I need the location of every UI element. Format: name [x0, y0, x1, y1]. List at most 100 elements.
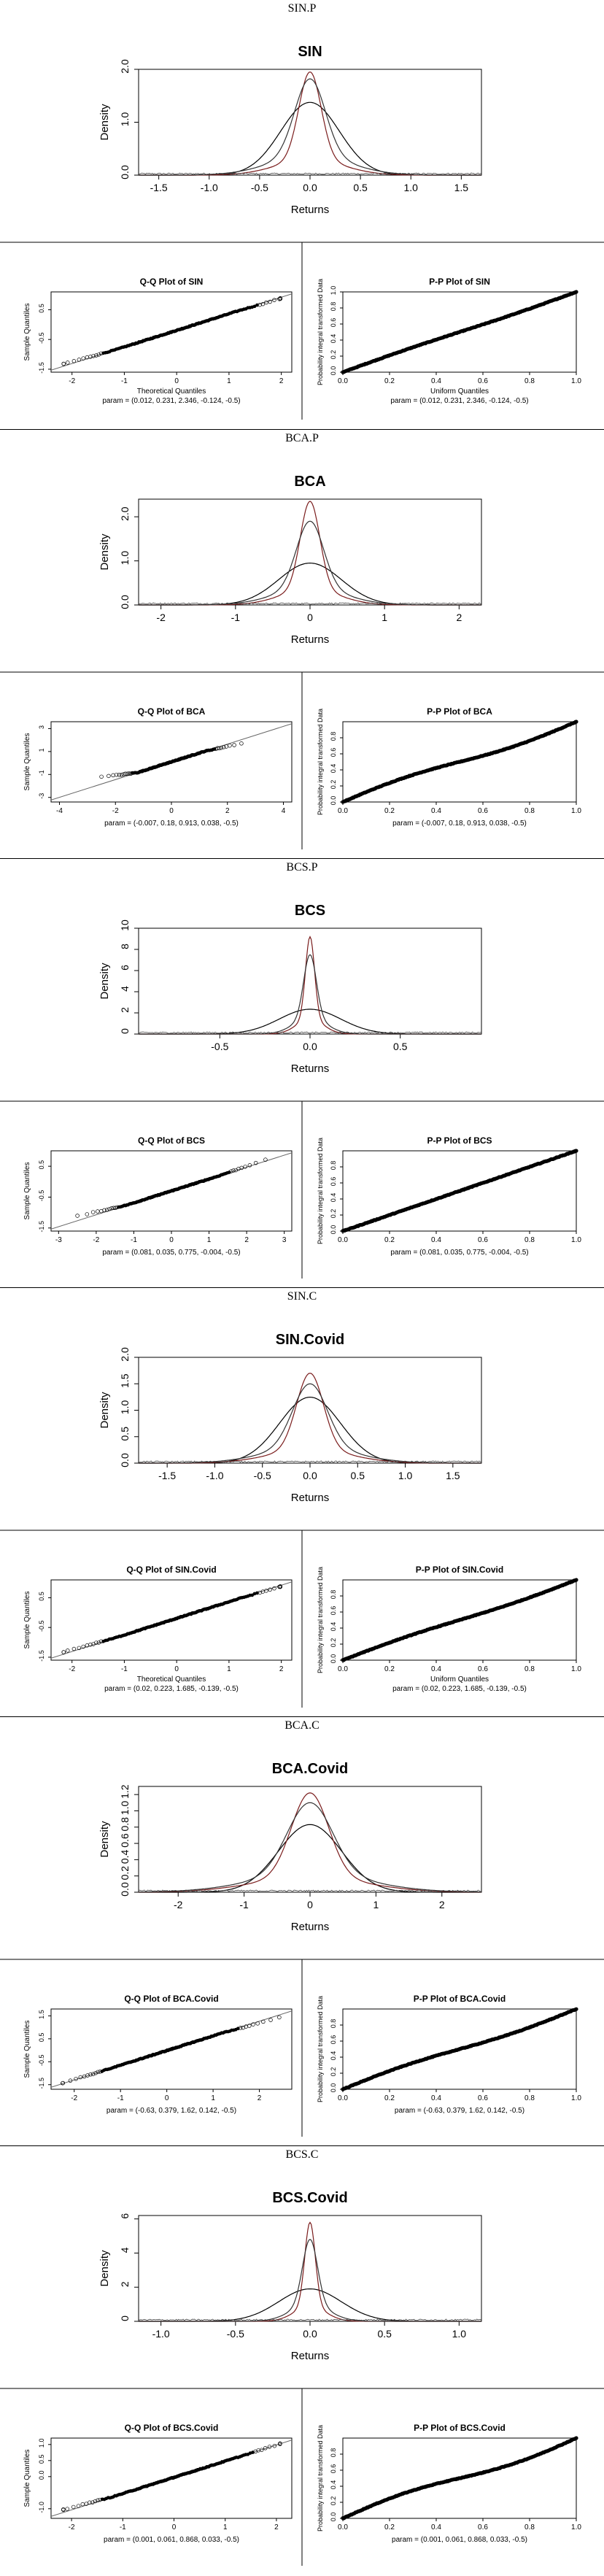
section-charts: BCA.Covid-2 -1 0 1 20.00.20.40.60.81.01.2Ret… — [0, 1761, 604, 2137]
qq-point — [90, 2072, 96, 2076]
x-tick-label: 0.8 — [524, 807, 535, 815]
x-tick-label: 1.5 — [446, 1470, 460, 1481]
qq-point — [78, 2075, 83, 2080]
density-xlabel: Returns — [291, 1063, 330, 1075]
qq-xlabel: Theoretical Quantiles — [137, 387, 206, 396]
x-tick-label: 0.5 — [377, 2328, 392, 2340]
y-tick-label: 0.0 — [330, 366, 337, 376]
qq-point — [88, 2072, 93, 2077]
x-tick-label: -1.5 — [150, 182, 168, 193]
empirical-density-line — [139, 2238, 481, 2322]
y-tick-label: 0.2 — [330, 2067, 337, 2077]
y-tick-label: 0.2 — [119, 1866, 131, 1881]
x-tick-label: 1 — [373, 1899, 379, 1910]
qq-point — [272, 1586, 276, 1591]
y-tick-label: 0.2 — [330, 2496, 337, 2506]
fitted-density-line — [139, 2221, 481, 2322]
qq-point — [99, 774, 104, 779]
pp-plot-frame — [342, 1579, 577, 1661]
density-xlabel: Returns — [291, 204, 330, 216]
x-tick-label: 0.8 — [524, 377, 535, 385]
pp-point — [574, 1149, 578, 1153]
y-tick-label: 2 — [119, 1007, 131, 1013]
x-tick-label: 0.8 — [524, 1665, 535, 1673]
x-tick-label: 1.0 — [571, 2094, 581, 2102]
qq-points-group — [51, 2010, 292, 2088]
x-tick-label: 0 — [307, 612, 313, 623]
x-tick-label: 0 — [172, 2523, 177, 2531]
qq-point — [263, 2446, 268, 2450]
y-tick-label: 0.0 — [119, 1882, 131, 1897]
y-tick-label: 0.4 — [330, 1193, 337, 1203]
y-tick-label: 6 — [119, 2213, 131, 2219]
y-tick-label: 0.5 — [38, 1592, 45, 1601]
pp-ylabel: Probability integral transformed Data — [317, 2425, 324, 2531]
pp-plot-frame — [342, 721, 577, 803]
qq-point — [61, 2081, 66, 2086]
qq-point — [75, 1214, 80, 1218]
section-sin-p: SIN.P SIN -1.5 -1.0 -0.5 0.0 0.5 1.0 1.5 0.0 1.0 2.… — [0, 0, 604, 429]
pp-plot-frame — [342, 1150, 577, 1232]
qq-point — [278, 2442, 282, 2446]
x-tick-label: -1 — [121, 1665, 128, 1673]
qq-plot-frame — [50, 291, 293, 373]
density-ylabel: Density — [98, 963, 111, 1000]
x-tick-label: -1 — [121, 377, 128, 385]
qq-point — [227, 1171, 231, 1174]
density-plot-frame — [138, 928, 482, 1035]
qq-point — [94, 353, 98, 358]
pp-ylabel: Probability integral transformed Data — [317, 1996, 324, 2102]
qq-point — [251, 2022, 255, 2027]
y-tick-label: -1.5 — [38, 2078, 45, 2089]
qq-point — [278, 1584, 282, 1589]
x-tick-label: 0.0 — [338, 2094, 348, 2102]
pp-ylabel: Probability integral transformed Data — [317, 279, 324, 385]
y-tick-label: 0.2 — [330, 780, 337, 790]
y-tick-label: 0.0 — [330, 2513, 337, 2522]
qq-point — [96, 2070, 100, 2075]
x-tick-label: 1.0 — [571, 807, 581, 815]
x-tick-label: 0.0 — [303, 1041, 317, 1052]
qq-point — [96, 1209, 100, 1214]
section-charts: SIN.Covid -1.5 -1.0 -0.5 0.0 0.5 1.0 1.5 0.0 0.5 1… — [0, 1332, 604, 1708]
qq-point — [84, 2502, 89, 2506]
qq-point — [117, 773, 122, 777]
qq-point — [126, 771, 131, 776]
fitted-density-line — [139, 71, 481, 176]
pp-point — [574, 2436, 578, 2440]
y-tick-label: 3 — [38, 725, 45, 729]
x-tick-label: 0 — [307, 1899, 313, 1910]
normal-density-line — [139, 2288, 481, 2322]
y-tick-label: 4 — [119, 986, 131, 992]
pp-title: P-P Plot of BCA.Covid — [414, 1994, 506, 2004]
qq-point — [107, 1206, 112, 1211]
x-tick-label: 0.2 — [384, 377, 395, 385]
qq-point — [114, 772, 119, 777]
qq-point — [96, 352, 101, 357]
qq-param: param = (0.081, 0.035, 0.775, -0.004, -0… — [102, 1249, 240, 1257]
qq-point — [267, 2445, 272, 2449]
fitted-density-line — [139, 1373, 481, 1464]
pp-title: P-P Plot of SIN.Covid — [416, 1565, 503, 1575]
baseline-noise-line — [138, 2318, 482, 2321]
y-tick-label: 0.8 — [330, 1590, 337, 1600]
x-tick-label: 0.0 — [338, 807, 348, 815]
qq-point — [76, 2504, 81, 2508]
qq-point — [96, 2498, 100, 2503]
density-xlabel: Returns — [291, 633, 330, 646]
pp-ylabel: Probability integral transformed Data — [317, 709, 324, 815]
qq-point — [247, 1163, 252, 1168]
y-tick-label: 0 — [119, 1028, 131, 1034]
qq-title: Q-Q Plot of SIN.Covid — [126, 1565, 216, 1575]
qq-point — [264, 1589, 268, 1593]
baseline-noise-line — [138, 172, 482, 175]
x-tick-label: 0.4 — [431, 1236, 441, 1244]
density-plot-frame — [138, 69, 482, 176]
y-tick-label: 4 — [119, 2247, 131, 2253]
x-tick-label: -4 — [56, 807, 63, 815]
normal-density-line — [139, 1009, 481, 1035]
x-tick-label: 1.0 — [571, 2523, 581, 2531]
qq-point — [229, 1169, 233, 1173]
x-tick-label: 0.2 — [384, 2094, 395, 2102]
